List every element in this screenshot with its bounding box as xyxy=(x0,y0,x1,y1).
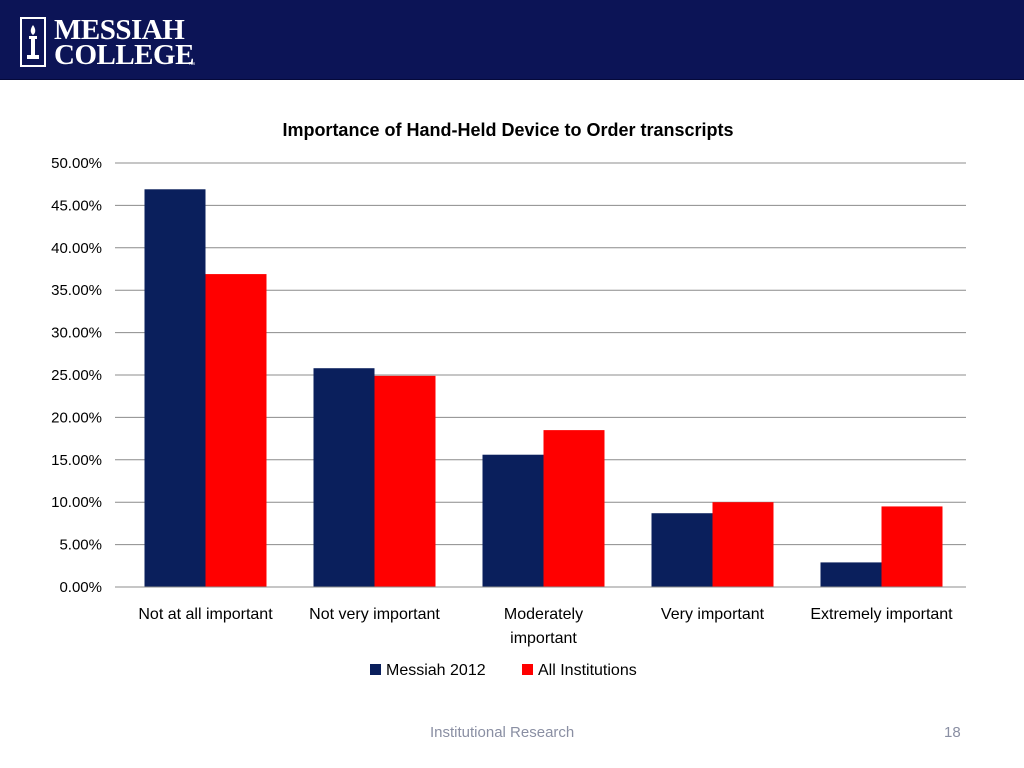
y-tick-label: 10.00% xyxy=(51,494,102,511)
header-banner: MESSIAH COLLEGE ™ xyxy=(0,0,1024,80)
crest-icon xyxy=(20,17,46,67)
legend-label: Messiah 2012 xyxy=(386,662,486,679)
x-category-label: Very important xyxy=(661,606,765,623)
logo-text-line2: COLLEGE xyxy=(54,39,194,71)
y-tick-label: 20.00% xyxy=(51,409,102,426)
y-tick-label: 40.00% xyxy=(51,240,102,257)
bar-messiah-2012 xyxy=(820,562,882,587)
chart-title: Importance of Hand-Held Device to Order … xyxy=(282,120,733,140)
chart-container: Importance of Hand-Held Device to Order … xyxy=(0,100,1024,700)
bar-all-institutions xyxy=(374,375,436,587)
y-tick-label: 35.00% xyxy=(51,282,102,299)
logo-trademark: ™ xyxy=(188,62,195,69)
y-tick-label: 5.00% xyxy=(59,537,102,554)
page-number: 18 xyxy=(944,724,961,741)
y-tick-label: 15.00% xyxy=(51,452,102,469)
legend-label: All Institutions xyxy=(538,662,637,679)
bar-all-institutions xyxy=(543,430,605,587)
x-category-label: Moderately xyxy=(504,606,583,623)
legend-swatch xyxy=(370,664,381,675)
legend-swatch xyxy=(522,664,533,675)
bar-all-institutions xyxy=(205,274,267,587)
bar-chart: Importance of Hand-Held Device to Order … xyxy=(51,120,966,679)
y-tick-label: 30.00% xyxy=(51,325,102,342)
bar-messiah-2012 xyxy=(482,454,544,587)
bar-messiah-2012 xyxy=(144,189,206,587)
x-category-label: Not very important xyxy=(309,606,440,623)
y-tick-label: 50.00% xyxy=(51,155,102,172)
bar-all-institutions xyxy=(881,506,943,587)
x-category-label: important xyxy=(510,630,577,647)
y-tick-label: 45.00% xyxy=(51,197,102,214)
bar-messiah-2012 xyxy=(313,368,375,587)
x-category-label: Not at all important xyxy=(138,606,273,623)
x-category-label: Extremely important xyxy=(810,606,953,623)
bar-all-institutions xyxy=(712,502,774,587)
footer-label: Institutional Research xyxy=(430,724,575,741)
bar-messiah-2012 xyxy=(651,513,713,587)
logo-text-line1: MESSIAH xyxy=(54,14,185,46)
y-tick-label: 25.00% xyxy=(51,367,102,384)
y-tick-label: 0.00% xyxy=(59,579,102,596)
